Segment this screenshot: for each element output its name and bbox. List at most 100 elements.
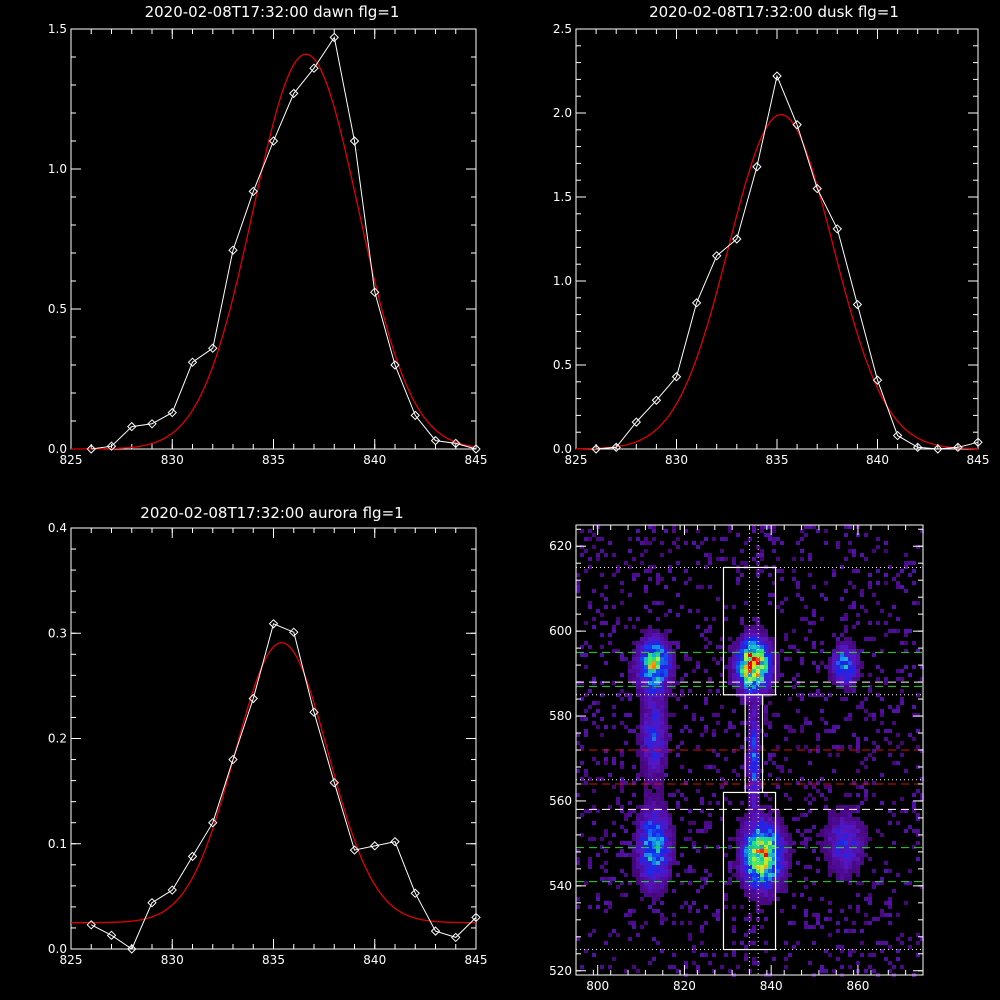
heatmap-cell — [668, 657, 672, 661]
heatmap-cell — [744, 953, 748, 957]
heatmap-cell — [896, 957, 900, 961]
heatmap-cell — [912, 829, 916, 833]
heatmap-cell — [804, 829, 808, 833]
heatmap-cell — [752, 745, 756, 749]
heatmap-cell — [648, 649, 652, 653]
heatmap-cell — [768, 537, 772, 541]
heatmap-cell — [684, 673, 688, 677]
heatmap-cell — [756, 837, 760, 841]
heatmap-cell — [752, 733, 756, 737]
heatmap-cell — [656, 581, 660, 585]
heatmap-cell — [668, 689, 672, 693]
heatmap-cell — [656, 865, 660, 869]
x-tick-label: 840 — [866, 453, 889, 467]
heatmap-cell — [744, 761, 748, 765]
heatmap-cell — [628, 937, 632, 941]
heatmap-cell — [660, 765, 664, 769]
heatmap-cell — [756, 717, 760, 721]
heatmap-cell — [616, 885, 620, 889]
heatmap-cell — [768, 689, 772, 693]
heatmap-cell — [756, 677, 760, 681]
heatmap-cell — [660, 645, 664, 649]
heatmap-cell — [732, 677, 736, 681]
heatmap-cell — [808, 573, 812, 577]
heatmap-cell — [640, 757, 644, 761]
heatmap-cell — [664, 765, 668, 769]
heatmap-cell — [628, 853, 632, 857]
heatmap-cell — [732, 557, 736, 561]
heatmap-cell — [752, 677, 756, 681]
heatmap-cell — [744, 681, 748, 685]
heatmap-cell — [752, 877, 756, 881]
data-point-diamond — [370, 287, 380, 297]
heatmap-cell — [808, 837, 812, 841]
heatmap-cell — [644, 589, 648, 593]
data-point-diamond — [752, 162, 762, 172]
heatmap-cell — [660, 661, 664, 665]
region-box — [744, 694, 764, 794]
heatmap-cell — [628, 669, 632, 673]
heatmap-cell — [640, 665, 644, 669]
heatmap-cell — [860, 853, 864, 857]
heatmap-cell — [872, 969, 876, 973]
heatmap-cell — [616, 617, 620, 621]
heatmap-cell — [740, 701, 744, 705]
heatmap-cell — [784, 849, 788, 853]
heatmap-cell — [832, 569, 836, 573]
heatmap-cell — [788, 865, 792, 869]
heatmap-cell — [636, 685, 640, 689]
heatmap-cell — [688, 909, 692, 913]
heatmap-cell — [832, 865, 836, 869]
heatmap-cell — [652, 525, 656, 529]
heatmap-cell — [788, 953, 792, 957]
heatmap-cell — [652, 821, 656, 825]
heatmap-cell — [648, 841, 652, 845]
heatmap-cell — [648, 853, 652, 857]
heatmap-cell — [708, 629, 712, 633]
heatmap-cell — [848, 865, 852, 869]
heatmap-cell — [768, 637, 772, 641]
heatmap-cell — [768, 869, 772, 873]
heatmap-cell — [664, 673, 668, 677]
heatmap-cell — [636, 653, 640, 657]
heatmap-cell — [576, 793, 580, 797]
heatmap-cell — [596, 853, 600, 857]
heatmap-cell — [856, 661, 860, 665]
heatmap-cell — [672, 857, 676, 861]
heatmap-cell — [648, 825, 652, 829]
heatmap-cell — [760, 849, 764, 853]
heatmap-cell — [884, 581, 888, 585]
heatmap-cell — [728, 721, 732, 725]
heatmap-cell — [768, 797, 772, 801]
heatmap-cell — [856, 829, 860, 833]
heatmap-cell — [628, 677, 632, 681]
heatmap-cell — [628, 661, 632, 665]
heatmap-cell — [816, 841, 820, 845]
heatmap-cell — [736, 849, 740, 853]
heatmap-cell — [832, 841, 836, 845]
heatmap-cell — [740, 801, 744, 805]
heatmap-cell — [740, 661, 744, 665]
heatmap-cell — [660, 653, 664, 657]
heatmap-cell — [648, 769, 652, 773]
heatmap-cell — [696, 545, 700, 549]
heatmap-cell — [760, 681, 764, 685]
heatmap-cell — [736, 773, 740, 777]
heatmap-cell — [752, 765, 756, 769]
heatmap-cell — [840, 649, 844, 653]
heatmap-cell — [844, 805, 848, 809]
heatmap-cell — [848, 829, 852, 833]
heatmap-cell — [576, 585, 580, 589]
heatmap-cell — [764, 633, 768, 637]
heatmap-cell — [604, 757, 608, 761]
heatmap-cell — [672, 677, 676, 681]
heatmap-cell — [880, 713, 884, 717]
heatmap-cell — [640, 885, 644, 889]
heatmap-cell — [620, 721, 624, 725]
heatmap-cell — [600, 717, 604, 721]
heatmap-cell — [664, 773, 668, 777]
heatmap-cell — [636, 677, 640, 681]
